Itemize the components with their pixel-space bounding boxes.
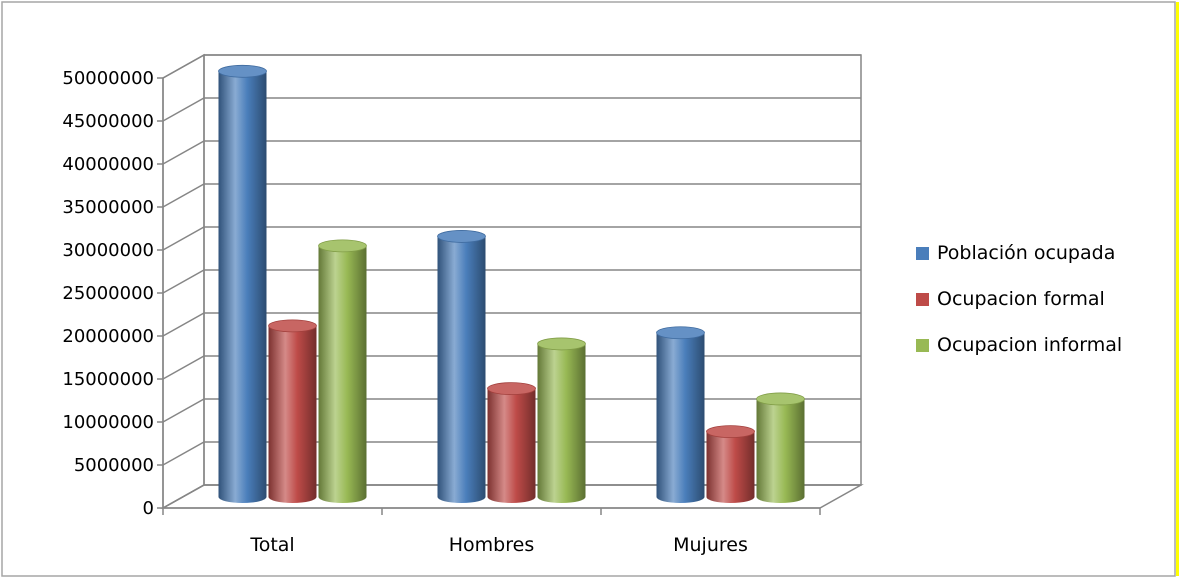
bar-body xyxy=(656,332,705,503)
gridline xyxy=(162,140,861,165)
gridlines xyxy=(162,54,861,509)
bar-body xyxy=(487,388,536,503)
gridline xyxy=(162,355,861,380)
bar-top xyxy=(318,239,367,253)
gridline xyxy=(162,226,861,251)
bar-body xyxy=(218,71,267,504)
legend-item-ocupacion-formal: Ocupacion formal xyxy=(916,276,1178,322)
y-axis-ticks: 0 5000000 10000000 15000000 20000000 25000000… xyxy=(62,68,163,519)
x-axis-ticks: Total Hombres Mujures xyxy=(162,508,821,556)
gridline xyxy=(162,183,861,208)
bar xyxy=(656,326,705,503)
y-tick-label: 45000000 xyxy=(62,111,154,132)
x-tick-label: Total xyxy=(249,534,294,556)
legend-swatch-green xyxy=(916,338,929,352)
bar xyxy=(437,230,486,504)
legend-swatch-blue xyxy=(916,246,929,260)
gridline xyxy=(162,97,861,122)
y-tick-label: 35000000 xyxy=(62,197,154,218)
bar xyxy=(268,319,317,503)
gridline xyxy=(162,312,861,337)
y-tick-label: 0 xyxy=(143,498,154,519)
legend-swatch-red xyxy=(916,292,929,306)
y-tick-label: 10000000 xyxy=(62,412,154,433)
bar-top xyxy=(656,326,705,340)
gridline xyxy=(162,441,861,466)
bar-body xyxy=(318,245,367,503)
bar-body xyxy=(537,343,586,503)
bar xyxy=(537,337,586,503)
bar-body xyxy=(437,236,486,504)
y-tick-label: 15000000 xyxy=(62,369,154,390)
y-tick-label: 30000000 xyxy=(62,240,154,261)
y-tick-label: 50000000 xyxy=(62,68,154,89)
bar-body xyxy=(268,325,317,503)
bar xyxy=(318,239,367,503)
legend: Población ocupada Ocupacion formal Ocupa… xyxy=(916,230,1178,368)
y-tick-label: 25000000 xyxy=(62,283,154,304)
bar-top xyxy=(537,337,586,351)
bar xyxy=(487,382,536,503)
legend-label: Ocupacion informal xyxy=(937,334,1123,356)
bar-body xyxy=(706,431,755,503)
gridline xyxy=(162,269,861,294)
y-tick-label: 20000000 xyxy=(62,326,154,347)
bar-top xyxy=(218,64,267,78)
bar xyxy=(756,392,805,503)
bar-group xyxy=(218,64,805,504)
legend-item-ocupacion-informal: Ocupacion informal xyxy=(916,322,1178,368)
bar-top xyxy=(437,230,486,243)
bar-body xyxy=(756,398,805,503)
x-tick-label: Hombres xyxy=(449,534,534,556)
bar-top xyxy=(268,319,317,333)
legend-label: Ocupacion formal xyxy=(937,288,1105,310)
bar-top xyxy=(706,425,755,439)
gridline xyxy=(162,484,861,509)
bar xyxy=(706,425,755,503)
bar xyxy=(218,64,267,504)
gridline xyxy=(162,398,861,423)
y-tick-label: 5000000 xyxy=(74,455,154,476)
gridline xyxy=(162,54,861,79)
x-tick-label: Mujures xyxy=(673,534,748,556)
legend-item-poblacion-ocupada: Población ocupada xyxy=(916,230,1178,276)
legend-label: Población ocupada xyxy=(937,242,1116,264)
bar-top xyxy=(487,382,536,396)
bar-top xyxy=(756,392,805,406)
y-tick-label: 40000000 xyxy=(62,154,154,175)
